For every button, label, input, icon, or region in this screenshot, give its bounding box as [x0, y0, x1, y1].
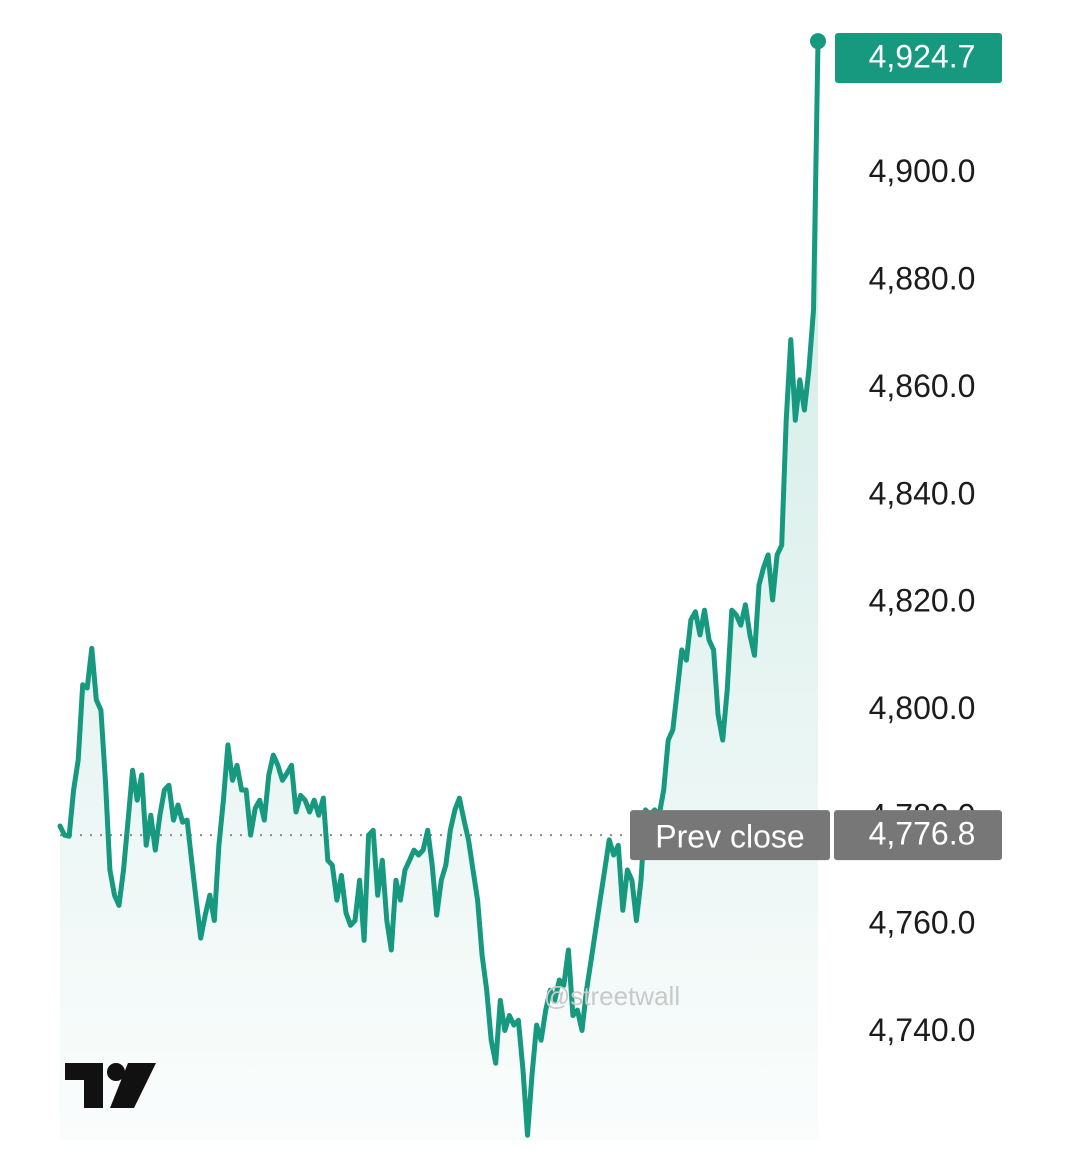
last-value-box: [835, 33, 1002, 83]
prev-close-value-label: 4,776.8: [869, 816, 976, 852]
area-fill: [60, 41, 818, 1141]
y-axis: 4,740.04,760.04,780.04,800.04,820.04,840…: [869, 153, 976, 1048]
y-tick-label: 4,880.0: [869, 261, 976, 297]
y-tick-label: 4,740.0: [869, 1012, 976, 1048]
y-tick-label: 4,760.0: [869, 905, 976, 941]
prev-close-value-box: [834, 810, 1002, 861]
y-tick-label: 4,860.0: [869, 368, 976, 404]
last-value-label: 4,924.7: [869, 38, 976, 74]
y-tick-label: 4,820.0: [869, 583, 976, 619]
prev-close-label: Prev close: [655, 819, 804, 855]
y-tick-label: 4,800.0: [869, 690, 976, 726]
prev-close-box: [630, 810, 830, 861]
overlay: 4,924.7 Prev close 4,776.8 @streetwall: [544, 33, 1002, 1011]
tradingview-logo: [65, 1063, 156, 1108]
last-point: [810, 33, 826, 50]
watermark: @streetwall: [544, 981, 680, 1011]
price-line: [57, 38, 821, 1138]
y-tick-label: 4,900.0: [869, 153, 976, 189]
plot-area: [57, 33, 826, 1141]
y-tick-label: 4,840.0: [869, 475, 976, 511]
